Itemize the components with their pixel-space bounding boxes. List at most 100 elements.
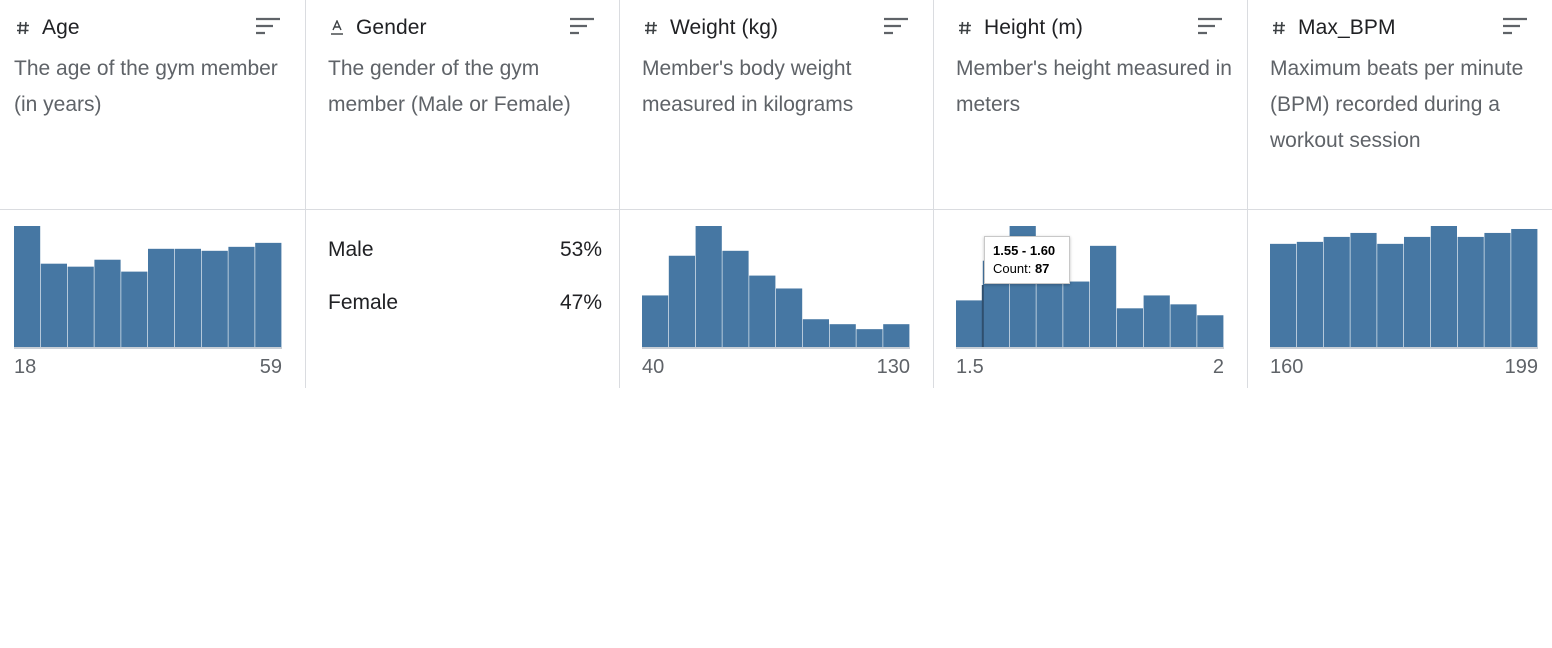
sort-icon[interactable] (1502, 17, 1528, 39)
histogram-bar[interactable] (1430, 226, 1457, 347)
histogram-bar[interactable] (642, 295, 669, 347)
axis-max-label: 2 (1212, 356, 1224, 378)
histogram-axis: 160 199 (1270, 356, 1538, 379)
histogram-bar[interactable] (148, 248, 175, 347)
histogram-baseline (14, 347, 282, 349)
axis-max-label: 130 (876, 356, 910, 378)
axis-min-label: 160 (1270, 356, 1304, 378)
column-description: The gender of the gym member (Male or Fe… (328, 57, 571, 116)
numeric-type-icon (14, 17, 32, 39)
histogram-bar[interactable] (956, 300, 983, 347)
column-name: Height (m) (984, 16, 1084, 39)
column-header: Height (m) (956, 13, 1233, 43)
histogram-weight (642, 225, 910, 349)
category-row-female[interactable]: Female 47% (328, 285, 602, 338)
column-header: Age (14, 13, 291, 43)
column-header: Max_BPM (1270, 13, 1538, 43)
tooltip-count: Count: 87 (993, 260, 1061, 278)
histogram-bar[interactable] (121, 271, 148, 347)
histogram-age (14, 225, 282, 349)
column-description: Member's height measured in meters (956, 57, 1232, 116)
histogram-bar[interactable] (722, 250, 749, 347)
histogram-bar[interactable] (94, 259, 121, 347)
category-list: Male 53% Female 47% (328, 232, 602, 338)
histogram-bar[interactable] (1090, 245, 1117, 347)
axis-min-label: 40 (642, 356, 665, 378)
category-percent: 47% (559, 291, 602, 314)
sort-icon[interactable] (255, 17, 281, 39)
histogram-bar[interactable] (883, 324, 910, 347)
histogram-bar[interactable] (1350, 232, 1377, 347)
sort-icon[interactable] (1197, 17, 1223, 39)
histogram-bar[interactable] (1377, 243, 1404, 347)
histogram-bar[interactable] (1404, 236, 1431, 347)
column-header: Gender (328, 13, 605, 43)
histogram-bar[interactable] (1296, 241, 1323, 347)
axis-max-label: 59 (259, 356, 282, 378)
tooltip-count-label: Count: (993, 261, 1032, 276)
histogram-bar[interactable] (255, 242, 282, 347)
column-card-max-bpm: Max_BPM Maximum beats per minute (BPM) r… (1248, 0, 1552, 388)
histogram-axis: 1.5 2 (956, 356, 1224, 379)
histogram-bar[interactable] (40, 263, 67, 347)
column-description: The age of the gym member (in years) (14, 57, 278, 116)
histogram-baseline (642, 347, 910, 349)
axis-max-label: 199 (1504, 356, 1538, 378)
histogram-bar[interactable] (749, 275, 776, 347)
histogram-max-bpm (1270, 225, 1538, 349)
histogram-bar[interactable] (1170, 304, 1197, 347)
string-type-icon (328, 17, 346, 39)
histogram-bar[interactable] (228, 246, 255, 347)
histogram-bar[interactable] (1270, 243, 1297, 347)
column-card-weight: Weight (kg) Member's body weight measure… (620, 0, 934, 388)
histogram-bar[interactable] (668, 255, 695, 347)
column-description: Maximum beats per minute (BPM) recorded … (1270, 57, 1524, 152)
histogram-bar[interactable] (1197, 315, 1224, 347)
column-name: Gender (356, 16, 427, 39)
column-card-age: Age The age of the gym member (in years)… (0, 0, 306, 388)
histogram-bar[interactable] (1143, 295, 1170, 347)
numeric-type-icon (956, 17, 974, 39)
divider (620, 209, 933, 210)
divider (306, 209, 619, 210)
column-name: Weight (kg) (670, 16, 779, 39)
divider (934, 209, 1247, 210)
histogram-bar[interactable] (802, 319, 829, 347)
histogram-bar[interactable] (174, 248, 201, 347)
histogram-bar[interactable] (1116, 308, 1143, 347)
category-label: Male (328, 238, 374, 261)
histogram-bar[interactable] (14, 226, 41, 347)
histogram-bar[interactable] (67, 266, 94, 347)
tooltip-count-value: 87 (1034, 261, 1050, 276)
histogram-bar[interactable] (1063, 281, 1090, 347)
histogram-bar[interactable] (201, 250, 228, 347)
tooltip-range: 1.55 - 1.60 (993, 243, 1056, 258)
histogram-bar[interactable] (776, 288, 803, 347)
histogram-baseline (956, 347, 1224, 349)
column-name: Age (42, 16, 80, 39)
column-card-gender: Gender The gender of the gym member (Mal… (306, 0, 620, 388)
column-header: Weight (kg) (642, 13, 919, 43)
numeric-type-icon (1270, 17, 1288, 39)
histogram-bar[interactable] (1323, 236, 1350, 347)
numeric-type-icon (642, 17, 660, 39)
histogram-bar[interactable] (856, 329, 883, 347)
histogram-bar[interactable] (1457, 236, 1484, 347)
histogram-baseline (1270, 347, 1538, 349)
divider (0, 209, 305, 210)
sort-icon[interactable] (569, 17, 595, 39)
histogram-bar[interactable] (1511, 228, 1538, 347)
sort-icon[interactable] (883, 17, 909, 39)
column-card-height: Height (m) Member's height measured in m… (934, 0, 1248, 388)
divider (1248, 209, 1552, 210)
histogram-bar[interactable] (829, 324, 856, 347)
axis-min-label: 18 (14, 356, 37, 378)
histogram-bar[interactable] (1484, 232, 1511, 347)
column-summary-grid: Age The age of the gym member (in years)… (0, 0, 1552, 388)
histogram-axis: 18 59 (14, 356, 282, 379)
axis-min-label: 1.5 (956, 356, 984, 378)
column-description: Member's body weight measured in kilogra… (642, 57, 854, 116)
histogram-bar[interactable] (695, 226, 722, 347)
category-row-male[interactable]: Male 53% (328, 232, 602, 285)
hover-indicator (981, 285, 984, 347)
